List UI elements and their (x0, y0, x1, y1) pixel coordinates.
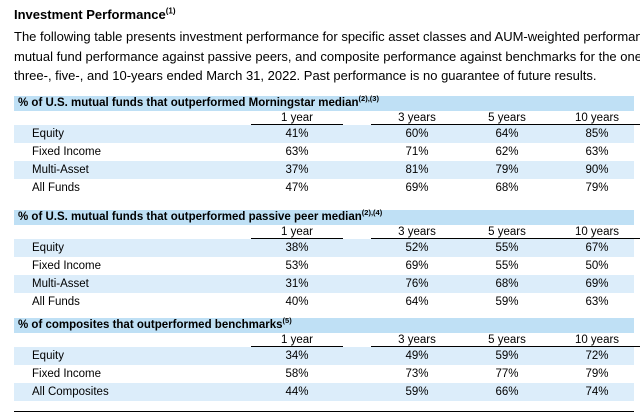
row-label: All Funds (32, 182, 80, 194)
intro-line: mutual fund performance against passive … (14, 48, 640, 64)
table-row: Equity 41% 60% 64% 85% (14, 125, 634, 143)
cell: 66% (495, 386, 519, 398)
cell: 62% (495, 146, 519, 158)
cell: 63% (285, 146, 309, 158)
cell: 68% (495, 182, 519, 194)
cell: 58% (285, 368, 309, 380)
row-label: Fixed Income (32, 368, 102, 380)
cell: 74% (585, 386, 609, 398)
section-footnote: (2),(3) (358, 94, 379, 104)
col-3-years: 3 years (371, 111, 463, 125)
intro-paragraph: The following table presents investment … (14, 27, 640, 86)
row-label: All Funds (32, 296, 80, 308)
cell: 59% (405, 386, 429, 398)
col-10-years: 10 years (551, 225, 640, 239)
cell: 68% (495, 278, 519, 290)
cell: 71% (405, 146, 429, 158)
col-5-years: 5 years (461, 333, 553, 347)
cell: 79% (495, 164, 519, 176)
cell: 37% (285, 164, 309, 176)
cell: 47% (285, 182, 309, 194)
intro-line: The following table presents investment … (14, 29, 640, 44)
col-3-years: 3 years (371, 225, 463, 239)
row-label: Fixed Income (32, 260, 102, 272)
col-5-years: 5 years (461, 111, 553, 125)
cell: 67% (585, 242, 609, 254)
table-row: All Composites 44% 59% 66% 74% (14, 383, 634, 401)
cell: 72% (585, 350, 609, 362)
table-row: Fixed Income 58% 73% 77% 79% (14, 365, 634, 383)
section-composites: % of composites that outperformed benchm… (14, 316, 640, 401)
cell: 59% (495, 296, 519, 308)
cell: 34% (285, 350, 309, 362)
table-row: Multi-Asset 31% 76% 68% 69% (14, 275, 634, 293)
cell: 60% (405, 128, 429, 140)
col-10-years: 10 years (551, 111, 640, 125)
col-1-year: 1 year (251, 111, 343, 125)
section-heading: % of U.S. mutual funds that outperformed… (14, 94, 634, 111)
cell: 76% (405, 278, 429, 290)
cell: 52% (405, 242, 429, 254)
cell: 49% (405, 350, 429, 362)
cell: 41% (285, 128, 309, 140)
section-heading: % of composites that outperformed benchm… (14, 316, 634, 333)
cell: 38% (285, 242, 309, 254)
cell: 64% (495, 128, 519, 140)
cell: 55% (495, 242, 519, 254)
table-row: Equity 38% 52% 55% 67% (14, 239, 634, 257)
table-row: Fixed Income 53% 69% 55% 50% (14, 257, 634, 275)
table-row: Multi-Asset 37% 81% 79% 90% (14, 161, 634, 179)
cell: 63% (585, 146, 609, 158)
cell: 69% (405, 260, 429, 272)
cell: 81% (405, 164, 429, 176)
cell: 69% (405, 182, 429, 194)
column-header-row: 1 year 3 years 5 years 10 years (14, 225, 640, 239)
cell: 59% (495, 350, 519, 362)
cell: 40% (285, 296, 309, 308)
page-title: Investment Performance(1) (14, 6, 176, 22)
intro-line: three-, five-, and 10-years ended March … (14, 68, 597, 83)
cell: 90% (585, 164, 609, 176)
table-row: Fixed Income 63% 71% 62% 63% (14, 143, 634, 161)
table-row: All Funds 47% 69% 68% 79% (14, 179, 634, 197)
cell: 63% (585, 296, 609, 308)
col-5-years: 5 years (461, 225, 553, 239)
section-footnote: (5) (282, 316, 292, 326)
cell: 77% (495, 368, 519, 380)
cell: 50% (585, 260, 609, 272)
table-row: Equity 34% 49% 59% 72% (14, 347, 634, 365)
row-label: Fixed Income (32, 146, 102, 158)
cell: 44% (285, 386, 309, 398)
title-footnote: (1) (165, 6, 176, 16)
row-label: Equity (32, 242, 64, 254)
section-footnote: (2),(4) (361, 208, 383, 218)
row-label: All Composites (32, 386, 109, 398)
column-header-row: 1 year 3 years 5 years 10 years (14, 333, 640, 347)
cell: 85% (585, 128, 609, 140)
row-label: Equity (32, 128, 64, 140)
col-1-year: 1 year (251, 225, 343, 239)
row-label: Multi-Asset (32, 278, 89, 290)
section-morningstar: % of U.S. mutual funds that outperformed… (14, 94, 640, 197)
col-3-years: 3 years (371, 333, 463, 347)
section-heading: % of U.S. mutual funds that outperformed… (14, 208, 634, 225)
col-10-years: 10 years (551, 333, 640, 347)
cell: 55% (495, 260, 519, 272)
cell: 79% (585, 182, 609, 194)
cell: 64% (405, 296, 429, 308)
section-passive-peer: % of U.S. mutual funds that outperformed… (14, 208, 640, 311)
table-row: All Funds 40% 64% 59% 63% (14, 293, 634, 311)
col-1-year: 1 year (251, 333, 343, 347)
table-bottom-rule (14, 411, 634, 412)
cell: 79% (585, 368, 609, 380)
column-header-row: 1 year 3 years 5 years 10 years (14, 111, 640, 125)
row-label: Equity (32, 350, 64, 362)
row-label: Multi-Asset (32, 164, 89, 176)
cell: 69% (585, 278, 609, 290)
cell: 31% (285, 278, 309, 290)
cell: 53% (285, 260, 309, 272)
cell: 73% (405, 368, 429, 380)
